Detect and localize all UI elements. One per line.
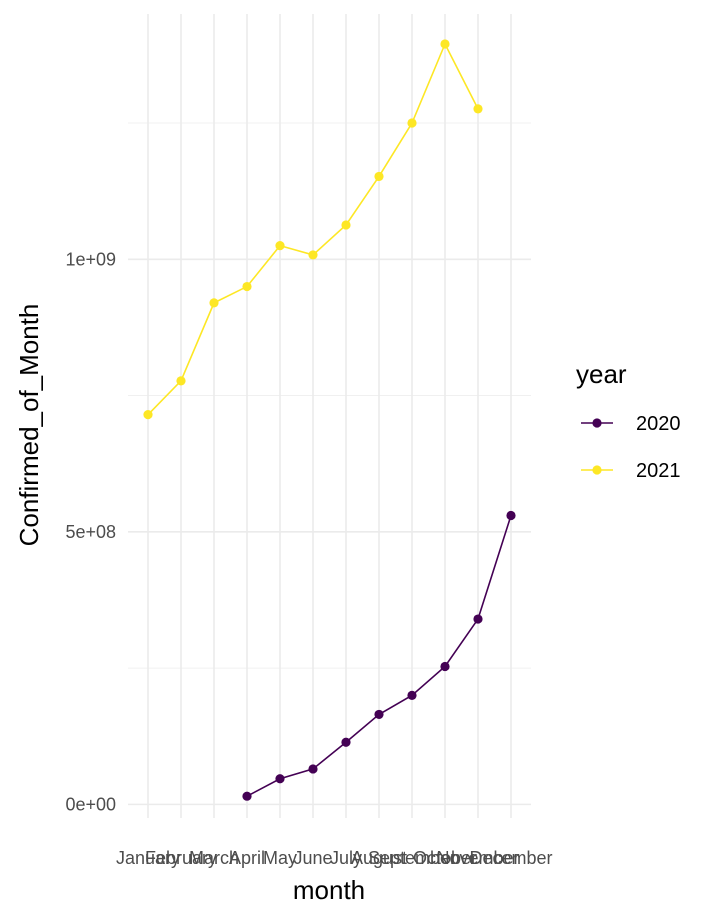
legend-key-point [592, 418, 602, 428]
data-point [308, 250, 318, 260]
data-point [242, 791, 252, 801]
data-point [209, 298, 219, 308]
legend-label: 2020 [636, 413, 681, 435]
y-axis-title: Confirmed_of_Month [14, 304, 44, 547]
data-point [407, 118, 417, 128]
x-tick-label: September [368, 848, 456, 868]
x-tick-label: March [189, 848, 239, 868]
x-tick-label: January [116, 848, 180, 868]
data-point [440, 661, 450, 672]
x-tick-label: August [351, 848, 407, 868]
y-tick-label: 1e+09 [65, 249, 116, 269]
data-point [473, 104, 483, 114]
legend-label: 2021 [636, 460, 681, 482]
x-tick-labels: JanuaryFebruaryMarchAprilMayJuneJulyAugu… [116, 848, 553, 868]
data-point [143, 410, 153, 420]
data-point [176, 376, 186, 386]
data-point [242, 281, 252, 292]
x-tick-label: November [436, 848, 519, 868]
data-point [275, 241, 285, 251]
x-tick-label: April [229, 848, 265, 868]
data-point [374, 709, 384, 720]
data-point [473, 614, 483, 624]
x-tick-label: December [469, 848, 552, 868]
y-tick-label: 0e+00 [65, 794, 116, 814]
y-tick-labels: 0e+00 5e+08 1e+09 [65, 249, 116, 814]
data-point [374, 171, 384, 182]
data-point [407, 690, 417, 700]
series-layer [143, 39, 516, 801]
x-tick-label: May [263, 848, 297, 868]
x-axis-title: month [293, 875, 365, 905]
data-point [341, 737, 351, 747]
legend-key-point [592, 465, 602, 475]
data-point [275, 774, 285, 784]
data-point [440, 39, 450, 49]
legend: year 2020 2021 [576, 359, 681, 482]
y-tick-label: 5e+08 [65, 522, 116, 542]
series-2021 [143, 39, 483, 420]
series-2020 [242, 510, 516, 801]
legend-title: year [576, 359, 627, 389]
x-tick-label: June [293, 848, 332, 868]
data-point [308, 764, 318, 774]
data-point [341, 220, 351, 230]
x-tick-label: July [330, 848, 362, 868]
grid [128, 14, 531, 818]
x-tick-label: October [413, 848, 477, 868]
x-tick-label: February [145, 848, 217, 868]
data-point [506, 510, 516, 521]
